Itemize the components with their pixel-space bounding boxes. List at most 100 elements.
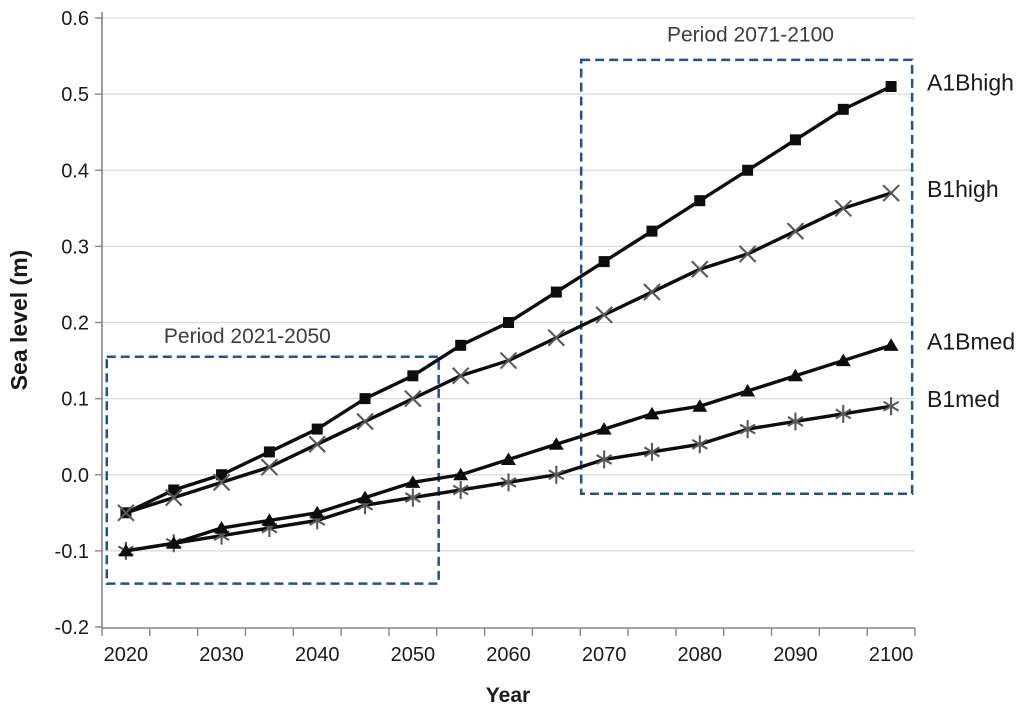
triangle-marker [118, 543, 134, 557]
x-marker [212, 473, 231, 492]
x-marker [738, 245, 757, 263]
x-marker [834, 199, 853, 218]
triangle-marker [596, 422, 612, 435]
x-tick-label: 2080 [678, 644, 723, 666]
series-line-a1bmed [124, 343, 893, 553]
triangle-marker [405, 475, 421, 488]
y-axis-title: Sea level (m) [6, 250, 32, 391]
series-label-a1bmed: A1Bmed [927, 328, 1015, 354]
asterisk-marker [548, 465, 565, 484]
square-marker [407, 370, 419, 382]
asterisk-marker [500, 473, 517, 492]
y-tick-label: 0.2 [61, 313, 89, 335]
y-tick-label: -0.1 [55, 541, 89, 563]
x-marker [499, 351, 518, 370]
x-marker [164, 488, 183, 507]
x-marker [786, 222, 805, 240]
y-tick-label: 0.4 [61, 160, 89, 182]
triangle-marker [357, 490, 373, 504]
square-marker [885, 81, 897, 93]
square-marker [263, 446, 275, 458]
x-tick-label: 2030 [199, 644, 244, 666]
x-marker [882, 184, 900, 202]
triangle-marker [835, 353, 851, 367]
x-marker [404, 389, 422, 408]
gridlines-layer [102, 17, 915, 552]
series-label-b1high: B1high [927, 176, 999, 202]
triangle-marker [740, 384, 756, 397]
x-tick-label: 2020 [104, 644, 149, 666]
annotation-box-period-2071-2100 [579, 58, 914, 496]
x-marker [595, 306, 613, 324]
labels-layer: -0.2 -0.1 0.0 0.1 0.2 0.3 0.4 0.5 0.6 2020 2030 204… [55, 8, 1016, 666]
annotation-label-period-2021-2050: Period 2021-2050 [164, 325, 331, 348]
triangle-marker [692, 399, 708, 412]
series-layer [117, 81, 900, 560]
asterisk-marker [739, 420, 756, 439]
square-marker [216, 469, 228, 481]
x-tick-label: 2050 [391, 644, 436, 666]
triangle-marker [787, 368, 803, 382]
y-tick-label: 0.6 [61, 8, 89, 30]
asterisk-marker [835, 404, 852, 423]
series-b1high [117, 184, 900, 522]
asterisk-marker [452, 480, 469, 499]
x-marker [547, 328, 566, 347]
series-label-b1med: B1med [927, 386, 1000, 412]
asterisk-marker [596, 450, 613, 469]
x-marker [356, 412, 374, 431]
asterisk-marker [691, 435, 708, 454]
square-marker [837, 103, 849, 115]
asterisk-marker [883, 397, 900, 416]
series-a1bmed [118, 338, 899, 557]
triangle-marker [261, 513, 277, 526]
annotation-boxes-layer [105, 58, 914, 585]
square-marker [742, 164, 754, 176]
triangle-marker [883, 338, 899, 351]
square-marker [168, 484, 180, 496]
triangle-marker [214, 521, 230, 534]
x-tick-label: 2070 [582, 644, 627, 666]
x-marker [117, 504, 135, 522]
square-marker [550, 286, 562, 298]
square-marker [359, 393, 371, 405]
square-marker [694, 195, 706, 207]
triangle-marker [501, 452, 516, 466]
x-axis-title: Year [486, 684, 530, 707]
triangle-marker [453, 467, 469, 481]
square-marker [503, 317, 514, 328]
x-marker [260, 458, 279, 476]
square-marker [598, 256, 610, 268]
triangle-marker [644, 406, 660, 420]
x-tick-label: 2100 [869, 644, 914, 666]
x-tick-label: 2060 [486, 644, 531, 666]
y-tick-label: 0.5 [61, 84, 89, 106]
x-tick-label: 2040 [295, 644, 340, 666]
series-line-a1bhigh [124, 84, 893, 515]
asterisk-marker [404, 488, 421, 507]
x-tick-label: 2090 [773, 644, 818, 666]
triangle-marker [309, 505, 325, 519]
asterisk-marker [643, 442, 661, 461]
square-marker [646, 225, 658, 237]
x-marker [643, 283, 661, 301]
y-tick-label: 0.0 [61, 465, 89, 487]
annotation-label-period-2071-2100: Period 2071-2100 [667, 24, 834, 47]
x-marker [308, 435, 326, 454]
triangle-marker [166, 536, 182, 549]
x-marker [451, 367, 470, 385]
y-tick-label: 0.3 [61, 236, 89, 258]
square-marker [789, 134, 801, 146]
x-marker [691, 260, 709, 278]
series-label-a1bhigh: A1Bhigh [927, 70, 1014, 96]
y-tick-label: 0.1 [61, 389, 89, 411]
square-marker [311, 423, 323, 435]
series-a1bhigh [120, 81, 897, 519]
axes-layer [95, 12, 916, 636]
square-marker [455, 339, 467, 351]
triangle-marker [548, 437, 564, 450]
y-tick-label: -0.2 [55, 617, 89, 639]
asterisk-marker [787, 412, 804, 431]
